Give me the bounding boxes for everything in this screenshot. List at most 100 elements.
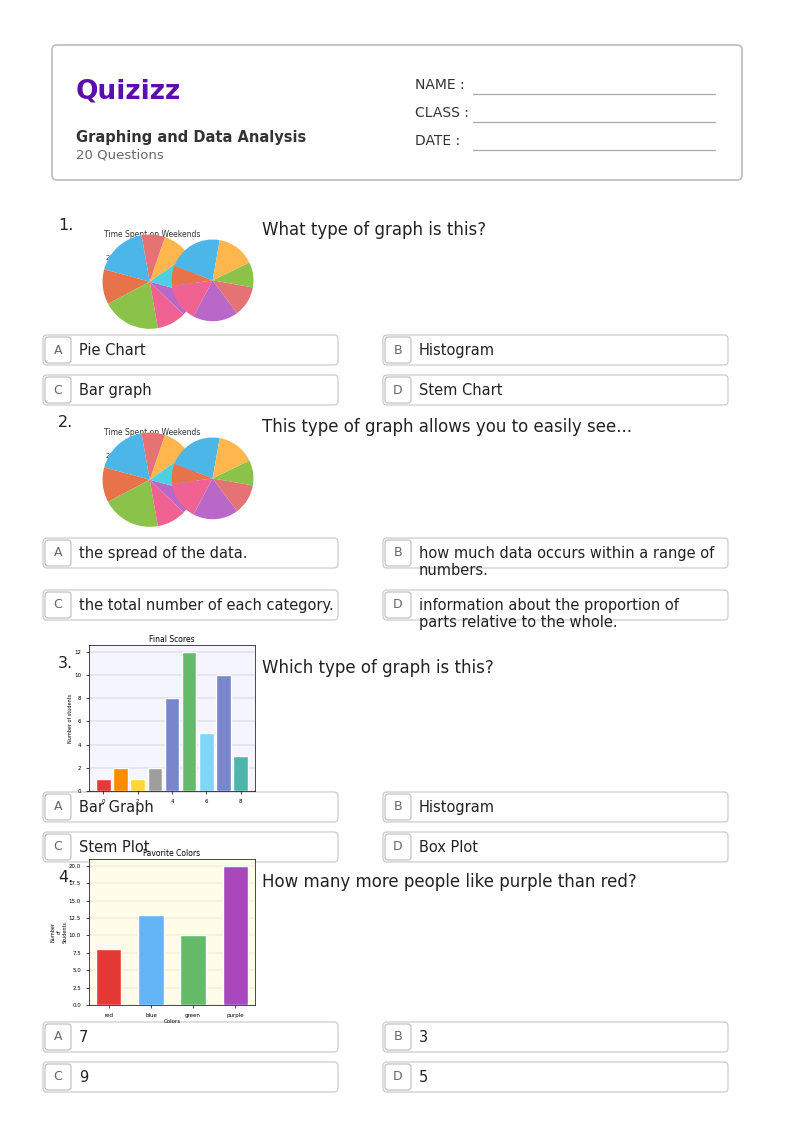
FancyBboxPatch shape bbox=[43, 832, 338, 862]
FancyBboxPatch shape bbox=[383, 832, 728, 862]
Text: 3.: 3. bbox=[58, 656, 73, 672]
Text: D: D bbox=[393, 1070, 403, 1084]
Bar bbox=[114, 768, 128, 791]
Wedge shape bbox=[172, 281, 213, 317]
FancyBboxPatch shape bbox=[43, 792, 338, 822]
FancyBboxPatch shape bbox=[45, 377, 71, 403]
Bar bbox=[182, 652, 196, 791]
Wedge shape bbox=[150, 237, 188, 282]
Wedge shape bbox=[102, 270, 150, 304]
Wedge shape bbox=[150, 255, 197, 294]
Text: Quizizz: Quizizz bbox=[76, 77, 181, 104]
FancyBboxPatch shape bbox=[45, 1024, 71, 1050]
FancyBboxPatch shape bbox=[383, 1022, 728, 1052]
Wedge shape bbox=[150, 480, 195, 512]
Text: 1.: 1. bbox=[58, 218, 73, 232]
Text: What type of graph is this?: What type of graph is this? bbox=[262, 221, 486, 239]
FancyBboxPatch shape bbox=[383, 792, 728, 822]
Bar bbox=[148, 768, 162, 791]
Wedge shape bbox=[104, 235, 150, 282]
Text: 2014: 2014 bbox=[168, 453, 186, 459]
Text: DATE :: DATE : bbox=[415, 134, 461, 148]
Wedge shape bbox=[194, 281, 237, 321]
Text: Histogram: Histogram bbox=[419, 800, 495, 815]
Text: the total number of each category.: the total number of each category. bbox=[79, 599, 333, 613]
Text: A: A bbox=[54, 547, 62, 559]
FancyBboxPatch shape bbox=[45, 834, 71, 860]
Text: NAME :: NAME : bbox=[415, 77, 464, 92]
Text: Bar graph: Bar graph bbox=[79, 383, 152, 398]
X-axis label: Colors: Colors bbox=[164, 1019, 180, 1024]
Wedge shape bbox=[150, 453, 197, 492]
Wedge shape bbox=[175, 438, 220, 478]
Text: 9: 9 bbox=[79, 1070, 88, 1085]
Text: Graphing and Data Analysis: Graphing and Data Analysis bbox=[76, 130, 306, 145]
Text: A: A bbox=[54, 344, 62, 356]
FancyBboxPatch shape bbox=[385, 834, 411, 860]
Text: Time Spent on Weekends: Time Spent on Weekends bbox=[104, 428, 200, 437]
Wedge shape bbox=[213, 240, 249, 281]
FancyBboxPatch shape bbox=[45, 540, 71, 566]
Y-axis label: Number of students: Number of students bbox=[67, 693, 72, 742]
Wedge shape bbox=[102, 467, 150, 502]
FancyBboxPatch shape bbox=[385, 1024, 411, 1050]
Bar bbox=[222, 866, 248, 1005]
FancyBboxPatch shape bbox=[45, 337, 71, 363]
Wedge shape bbox=[194, 478, 237, 519]
Bar bbox=[199, 733, 214, 791]
Title: Favorite Colors: Favorite Colors bbox=[144, 849, 201, 858]
Wedge shape bbox=[150, 480, 183, 527]
FancyBboxPatch shape bbox=[383, 335, 728, 365]
Text: information about the proportion of
parts relative to the whole.: information about the proportion of part… bbox=[419, 599, 679, 630]
Text: C: C bbox=[54, 840, 63, 853]
Text: A: A bbox=[54, 1031, 62, 1043]
Text: This type of graph allows you to easily see...: This type of graph allows you to easily … bbox=[262, 418, 632, 436]
Text: Bar Graph: Bar Graph bbox=[79, 800, 154, 815]
Text: 2.: 2. bbox=[58, 416, 73, 430]
Wedge shape bbox=[175, 239, 220, 281]
Text: 5: 5 bbox=[419, 1070, 428, 1085]
Text: C: C bbox=[54, 1070, 63, 1084]
Wedge shape bbox=[150, 282, 183, 328]
Wedge shape bbox=[150, 435, 188, 480]
Text: A: A bbox=[54, 801, 62, 813]
Bar bbox=[216, 675, 231, 791]
Wedge shape bbox=[150, 282, 195, 314]
Wedge shape bbox=[213, 478, 252, 511]
Text: 20 Questions: 20 Questions bbox=[76, 148, 164, 161]
Wedge shape bbox=[172, 464, 213, 484]
Text: Which type of graph is this?: Which type of graph is this? bbox=[262, 659, 494, 677]
Text: 2009: 2009 bbox=[105, 255, 123, 261]
Text: D: D bbox=[393, 599, 403, 612]
Text: Time Spent on Weekends: Time Spent on Weekends bbox=[104, 230, 200, 239]
Text: 4.: 4. bbox=[58, 870, 73, 885]
Wedge shape bbox=[172, 478, 213, 514]
Bar bbox=[138, 914, 164, 1005]
Text: Stem Plot: Stem Plot bbox=[79, 840, 149, 855]
FancyBboxPatch shape bbox=[385, 377, 411, 403]
Wedge shape bbox=[141, 432, 165, 480]
FancyBboxPatch shape bbox=[383, 1062, 728, 1092]
Text: Box Plot: Box Plot bbox=[419, 840, 478, 855]
Text: the spread of the data.: the spread of the data. bbox=[79, 546, 248, 562]
FancyBboxPatch shape bbox=[52, 45, 742, 180]
FancyBboxPatch shape bbox=[45, 592, 71, 618]
Bar bbox=[164, 699, 179, 791]
Wedge shape bbox=[172, 266, 213, 286]
FancyBboxPatch shape bbox=[43, 538, 338, 568]
Text: C: C bbox=[54, 599, 63, 612]
FancyBboxPatch shape bbox=[385, 1063, 411, 1090]
Text: 3: 3 bbox=[419, 1030, 428, 1046]
Text: 2009: 2009 bbox=[105, 453, 123, 459]
Text: D: D bbox=[393, 383, 403, 396]
Wedge shape bbox=[213, 460, 253, 485]
Y-axis label: Number
of
Students: Number of Students bbox=[51, 921, 67, 943]
FancyBboxPatch shape bbox=[43, 335, 338, 365]
Bar bbox=[233, 756, 248, 791]
Text: 2014: 2014 bbox=[168, 255, 186, 261]
FancyBboxPatch shape bbox=[385, 794, 411, 820]
Wedge shape bbox=[104, 433, 150, 480]
Text: 7: 7 bbox=[79, 1030, 88, 1046]
FancyBboxPatch shape bbox=[385, 540, 411, 566]
FancyBboxPatch shape bbox=[385, 337, 411, 363]
